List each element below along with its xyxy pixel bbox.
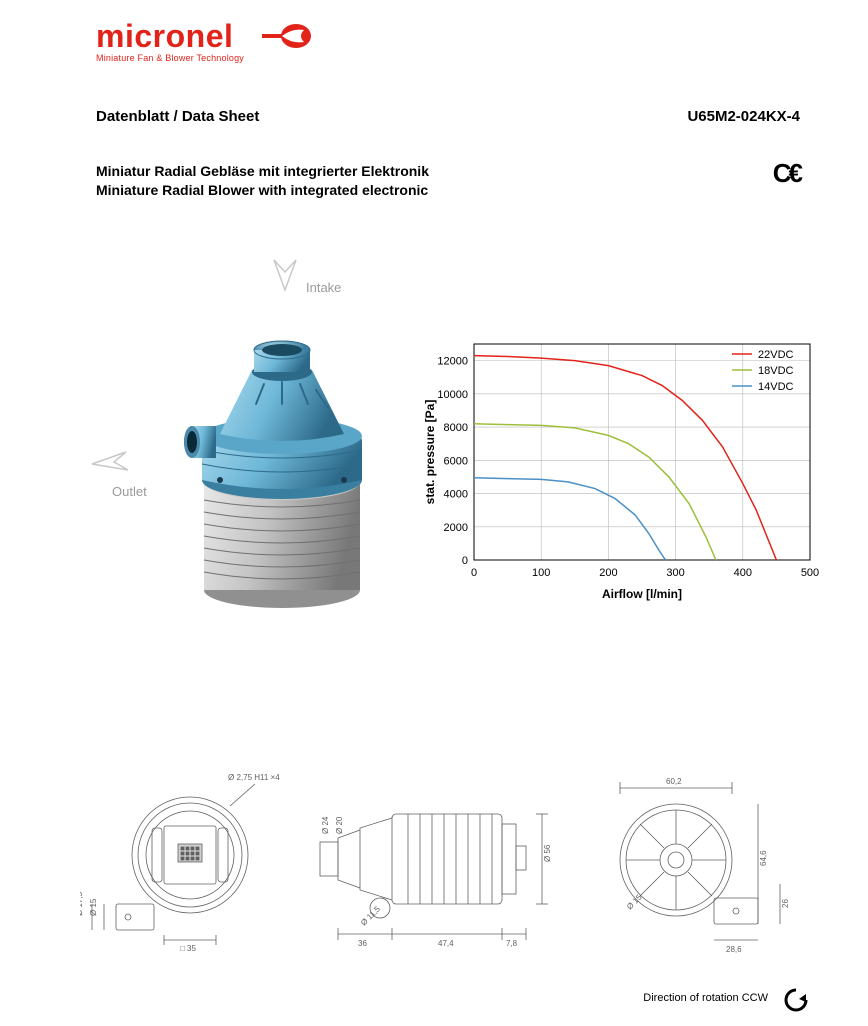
subtitle-en: Miniature Radial Blower with integrated … — [96, 181, 429, 200]
svg-text:stat. pressure [Pa]: stat. pressure [Pa] — [423, 400, 437, 505]
outlet-arrow-icon — [90, 448, 130, 476]
svg-text:Airflow [l/min]: Airflow [l/min] — [602, 587, 682, 601]
technical-drawings: □ 35 Ø 2,75 H11 ×4 Ø 17,5 Ø 15 — [80, 770, 800, 980]
svg-text:0: 0 — [471, 567, 477, 579]
pressure-flow-chart: 0 100 200 300 400 500 0 2000 4000 6000 8000 10000 12… — [420, 334, 820, 604]
svg-text:28,6: 28,6 — [726, 945, 742, 954]
svg-text:Ø 20: Ø 20 — [335, 816, 344, 834]
svg-text:10000: 10000 — [437, 389, 468, 401]
drawing-side: Ø 24 Ø 20 Ø 11,5 36 47,4 7,8 Ø 56 — [298, 770, 558, 970]
svg-text:Ø 2,75 H11 ×4: Ø 2,75 H11 ×4 — [228, 773, 280, 782]
product-render: Intake Outlet — [90, 250, 410, 620]
drawing-rear: □ 35 Ø 2,75 H11 ×4 Ø 17,5 Ø 15 — [80, 770, 280, 970]
svg-text:Ø 56: Ø 56 — [543, 844, 552, 862]
svg-text:36: 36 — [358, 939, 367, 948]
rotation-ccw-icon — [782, 986, 810, 1014]
svg-text:8000: 8000 — [444, 422, 468, 434]
svg-text:0: 0 — [462, 555, 468, 567]
svg-text:12000: 12000 — [437, 356, 468, 368]
svg-text:Ø 11,5: Ø 11,5 — [359, 904, 382, 927]
intake-label: Intake — [306, 280, 341, 295]
svg-text:Ø 17,5: Ø 17,5 — [80, 891, 84, 916]
drawing-front: 60,2 64,6 26 Ø 15 28,6 — [580, 770, 800, 970]
brand-name: micronel — [96, 18, 244, 55]
svg-text:4000: 4000 — [444, 489, 468, 501]
svg-text:18VDC: 18VDC — [758, 365, 794, 377]
svg-text:2000: 2000 — [444, 522, 468, 534]
svg-text:100: 100 — [532, 567, 550, 579]
svg-text:60,2: 60,2 — [666, 777, 682, 786]
svg-text:14VDC: 14VDC — [758, 381, 794, 393]
svg-text:6000: 6000 — [444, 455, 468, 467]
svg-text:400: 400 — [734, 567, 752, 579]
svg-text:22VDC: 22VDC — [758, 349, 794, 361]
intake-arrow-icon — [270, 256, 300, 292]
svg-text:300: 300 — [666, 567, 684, 579]
svg-text:47,4: 47,4 — [438, 939, 454, 948]
svg-text:Ø 24: Ø 24 — [321, 816, 330, 834]
blower-render-icon — [164, 322, 384, 612]
brand-logo: micronel Miniature Fan & Blower Technolo… — [96, 18, 244, 63]
svg-text:26: 26 — [781, 899, 790, 908]
svg-text:Ø 15: Ø 15 — [89, 898, 98, 916]
part-number: U65M2-024KX-4 — [687, 108, 800, 125]
outlet-label: Outlet — [112, 484, 147, 499]
svg-text:□ 35: □ 35 — [180, 944, 197, 953]
brand-mark-icon — [262, 22, 314, 50]
svg-text:64,6: 64,6 — [759, 850, 768, 866]
brand-tagline: Miniature Fan & Blower Technology — [96, 53, 244, 63]
svg-text:500: 500 — [801, 567, 819, 579]
ce-mark-icon: C€ — [773, 158, 800, 189]
rotation-label: Direction of rotation CCW — [643, 992, 768, 1004]
header-row: Datenblatt / Data Sheet U65M2-024KX-4 — [96, 108, 800, 125]
svg-text:200: 200 — [599, 567, 617, 579]
subtitle: Miniatur Radial Gebläse mit integrierter… — [96, 162, 429, 200]
subtitle-de: Miniatur Radial Gebläse mit integrierter… — [96, 162, 429, 181]
svg-text:7,8: 7,8 — [506, 939, 518, 948]
doc-type: Datenblatt / Data Sheet — [96, 108, 259, 125]
